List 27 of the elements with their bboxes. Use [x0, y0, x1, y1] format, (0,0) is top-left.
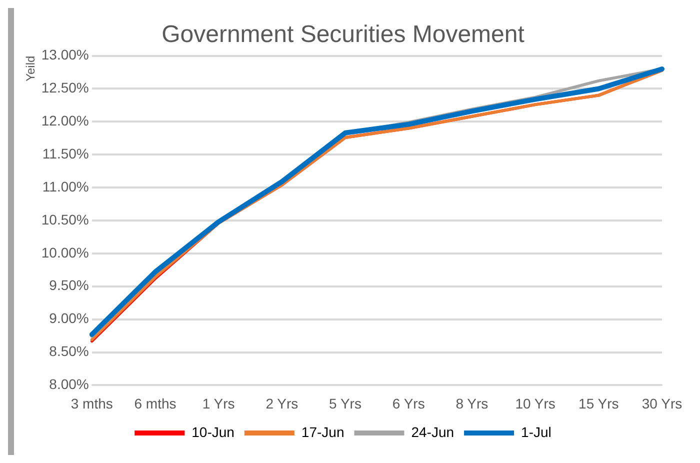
y-tick-label: 11.00% — [42, 178, 89, 194]
y-tick-label: 11.50% — [42, 145, 89, 162]
x-tick-label: 6 Yrs — [392, 395, 425, 412]
y-axis-title: Yeild — [24, 56, 38, 82]
y-tick-label: 9.50% — [49, 277, 89, 294]
y-tick-label: 13.00% — [41, 46, 89, 63]
y-tick-label: 12.00% — [41, 112, 89, 129]
legend-label: 17-Jun — [301, 424, 344, 440]
legend-label: 10-Jun — [192, 424, 234, 440]
legend-label: 24-Jun — [411, 424, 454, 440]
legend-label: 1-Jul — [521, 424, 552, 440]
x-tick-label: 6 mths — [134, 395, 176, 412]
x-tick-label: 10 Yrs — [515, 395, 556, 412]
y-tick-label: 10.00% — [41, 244, 89, 260]
y-tick-label: 10.50% — [41, 211, 89, 228]
x-tick-label: 15 Yrs — [578, 395, 619, 412]
y-tick-label: 8.50% — [49, 343, 89, 360]
x-tick-label: 30 Yrs — [642, 395, 682, 412]
x-tick-label: 1 Yrs — [202, 395, 235, 412]
chart-title: Government Securities Movement — [162, 21, 525, 48]
y-tick-label: 8.00% — [49, 376, 89, 392]
x-tick-label: 5 Yrs — [329, 395, 362, 412]
x-tick-label: 8 Yrs — [456, 395, 488, 412]
y-tick-label: 12.50% — [41, 80, 89, 96]
x-tick-label: 2 Yrs — [266, 395, 298, 412]
x-tick-label: 3 mths — [70, 395, 113, 412]
y-tick-label: 9.00% — [49, 310, 89, 326]
